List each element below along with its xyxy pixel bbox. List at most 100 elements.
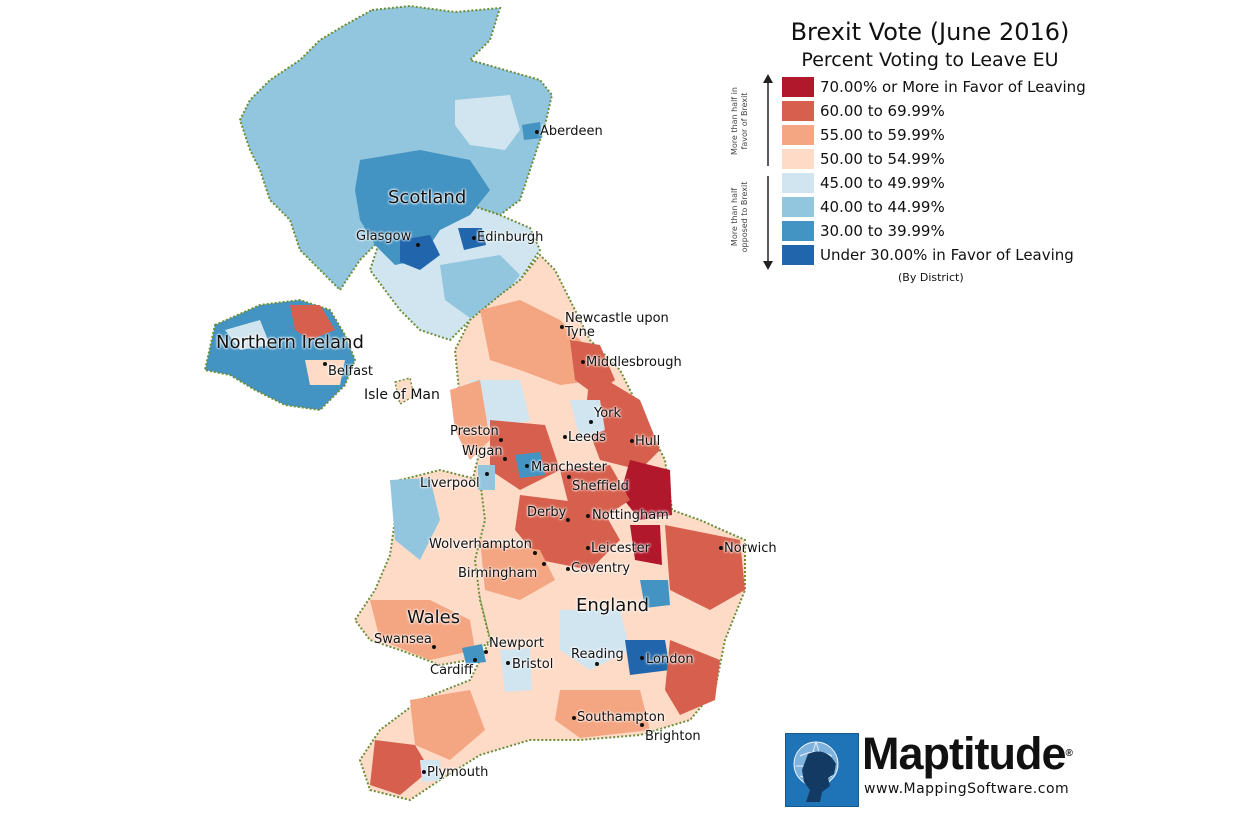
- legend-swatch: [782, 197, 814, 217]
- east-coast: [450, 380, 490, 460]
- legend-swatch: [782, 101, 814, 121]
- yorkshire-east: [585, 370, 660, 470]
- city-label-coventry: Coventry: [571, 561, 631, 576]
- legend-label: 40.00 to 44.99%: [820, 198, 945, 216]
- legend-label: 50.00 to 54.99%: [820, 150, 945, 168]
- city-dot-newport: [484, 650, 488, 654]
- legend-label: 30.00 to 39.99%: [820, 222, 945, 240]
- city-label-sheffield: Sheffield: [572, 479, 629, 494]
- city-label-hull: Hull: [635, 434, 661, 449]
- brand-name: Maptitude®: [862, 728, 1073, 780]
- city-dot-sheffield: [567, 475, 571, 479]
- city-label-newcastle-line2: Tyne: [565, 325, 595, 340]
- york-area: [570, 400, 605, 440]
- city-label-swansea: Swansea: [374, 632, 432, 647]
- city-dot-leicester: [586, 546, 590, 550]
- globe-head-icon: [793, 741, 839, 802]
- lincolnshire: [620, 460, 672, 520]
- legend-swatch: [782, 173, 814, 193]
- city-label-cardiff: Cardiff: [430, 663, 473, 678]
- legend-note: (By District): [898, 271, 964, 284]
- city-dot-bristol: [506, 661, 510, 665]
- city-label-leicester: Leicester: [591, 541, 650, 556]
- legend-item: 55.00 to 59.99%: [782, 124, 945, 146]
- east-midlands: [515, 495, 620, 570]
- city-dot-nottingham: [586, 514, 590, 518]
- southern-uplands: [440, 255, 520, 318]
- cambridge-area: [640, 580, 670, 608]
- isle-of-man: [394, 377, 415, 406]
- city-dot-newcastle: [560, 325, 564, 329]
- legend-swatch: [782, 77, 814, 97]
- city-dot-coventry: [566, 567, 570, 571]
- city-label-leeds: Leeds: [568, 430, 607, 445]
- city-dot-preston: [499, 438, 503, 442]
- city-label-glasgow: Glasgow: [356, 229, 412, 244]
- legend-swatch: [782, 149, 814, 169]
- legend-item: 45.00 to 49.99%: [782, 172, 945, 194]
- ni-south-east: [305, 360, 345, 385]
- legend-item: 60.00 to 69.99%: [782, 100, 945, 122]
- city-label-wigan: Wigan: [462, 444, 503, 459]
- city-dot-london: [640, 656, 644, 660]
- region-label-wales: Wales: [407, 607, 461, 628]
- city-label-nottingham: Nottingham: [592, 508, 669, 523]
- legend-swatch: [782, 245, 814, 265]
- city-label-birmingham: Birmingham: [458, 566, 538, 581]
- city-label-reading: Reading: [571, 647, 624, 662]
- legend-label: 70.00% or More in Favor of Leaving: [820, 78, 1086, 96]
- city-dot-swansea: [432, 645, 436, 649]
- devon: [410, 690, 485, 760]
- brand-name-text: Maptitude: [862, 728, 1066, 779]
- plymouth-area: [420, 760, 442, 782]
- city-label-edinburgh: Edinburgh: [477, 230, 544, 245]
- cardiff-area: [462, 644, 486, 664]
- brand-reg: ®: [1065, 748, 1072, 759]
- city-dot-birmingham: [542, 562, 546, 566]
- city-dot-wolverhampton: [533, 551, 537, 555]
- legend-item: 40.00 to 44.99%: [782, 196, 945, 218]
- ni-north-east: [290, 305, 335, 340]
- city-label-newcastle: Newcastle upon: [565, 311, 669, 326]
- liverpool-area: [478, 465, 495, 490]
- region-label-scotland: Scotland: [388, 187, 467, 208]
- city-dot-liverpool: [485, 472, 489, 476]
- city-dot-cardiff: [473, 658, 477, 662]
- region-label-england: England: [576, 595, 650, 616]
- city-dot-belfast: [323, 362, 327, 366]
- north-east-england: [480, 300, 600, 385]
- city-dot-edinburgh: [472, 236, 476, 240]
- legend-title: Brexit Vote (June 2016): [790, 18, 1070, 46]
- city-dot-manchester: [525, 464, 529, 468]
- ni-west: [225, 320, 270, 350]
- highland-east: [455, 95, 520, 150]
- aberdeen-area: [522, 122, 542, 140]
- cornwall: [370, 740, 430, 795]
- east-anglia: [665, 525, 745, 610]
- city-label-bristol: Bristol: [512, 657, 554, 672]
- brand-url[interactable]: www.MappingSoftware.com: [864, 781, 1070, 797]
- legend-subtitle: Percent Voting to Leave EU: [801, 49, 1059, 71]
- legend-label: 45.00 to 49.99%: [820, 174, 945, 192]
- city-dot-norwich: [719, 546, 723, 550]
- city-label-liverpool: Liverpool: [420, 476, 480, 491]
- city-dot-middlesbrough: [581, 360, 585, 364]
- city-label-aberdeen: Aberdeen: [540, 124, 603, 139]
- city-label-middlesbrough: Middlesbrough: [586, 355, 682, 370]
- city-label-belfast: Belfast: [328, 364, 373, 379]
- city-dot-brighton: [640, 723, 644, 727]
- city-dot-hull: [630, 439, 634, 443]
- wales-south: [370, 600, 475, 660]
- city-dot-southampton: [572, 716, 576, 720]
- region-label-northern-ireland: Northern Ireland: [216, 332, 364, 353]
- city-dot-glasgow: [416, 243, 420, 247]
- maptitude-logo: [785, 733, 859, 807]
- legend-label: 55.00 to 59.99%: [820, 126, 945, 144]
- bristol-area: [500, 648, 532, 692]
- city-label-wolverhampton: Wolverhampton: [429, 537, 532, 552]
- city-label-york: York: [594, 406, 622, 421]
- legend-swatch: [782, 125, 814, 145]
- legend-arrow: [763, 74, 773, 270]
- glasgow-area: [400, 235, 440, 270]
- northern-ireland: [203, 298, 357, 412]
